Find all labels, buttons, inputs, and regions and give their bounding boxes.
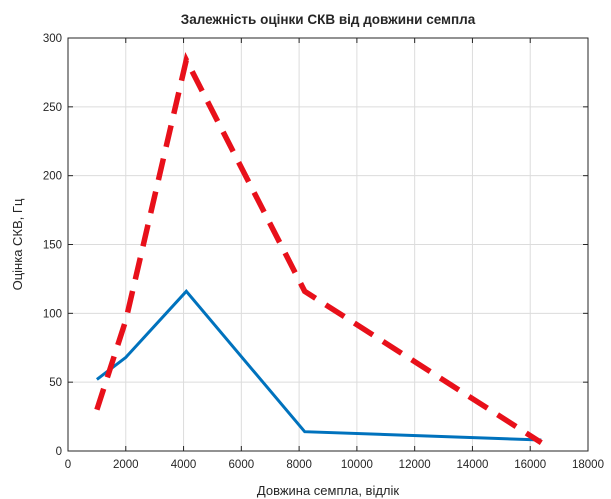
y-axis-label: Оцінка СКВ, Гц	[10, 198, 25, 290]
y-tick-label: 200	[43, 171, 62, 183]
series-line-dashed-red	[94, 52, 543, 446]
y-tick-label: 250	[43, 102, 62, 114]
series-line-solid-blue	[95, 289, 542, 442]
grid-lines	[68, 38, 588, 451]
chart-title: Залежність оцінки СКВ від довжини семпла	[181, 12, 476, 27]
y-tick-label: 100	[43, 308, 62, 320]
axis-ticks: 0 2000 4000 6000 8000 10000 12000 14000 16000 180…	[43, 33, 604, 471]
x-tick-label: 0	[65, 459, 71, 471]
y-tick-label: 50	[49, 377, 62, 389]
y-tick-label: 0	[56, 446, 62, 458]
y-tick-label: 300	[43, 33, 62, 45]
x-tick-label: 2000	[113, 459, 139, 471]
x-tick-label: 6000	[229, 459, 255, 471]
y-tick-label: 150	[43, 240, 62, 252]
x-tick-label: 12000	[399, 459, 431, 471]
x-axis-label: Довжина семпла, відлік	[257, 483, 400, 498]
series-lines	[94, 52, 543, 446]
x-tick-label: 10000	[341, 459, 373, 471]
x-tick-label: 8000	[286, 459, 312, 471]
x-tick-label: 16000	[514, 459, 546, 471]
x-tick-label: 4000	[171, 459, 197, 471]
x-tick-label: 14000	[456, 459, 488, 471]
x-tick-label: 18000	[572, 459, 604, 471]
